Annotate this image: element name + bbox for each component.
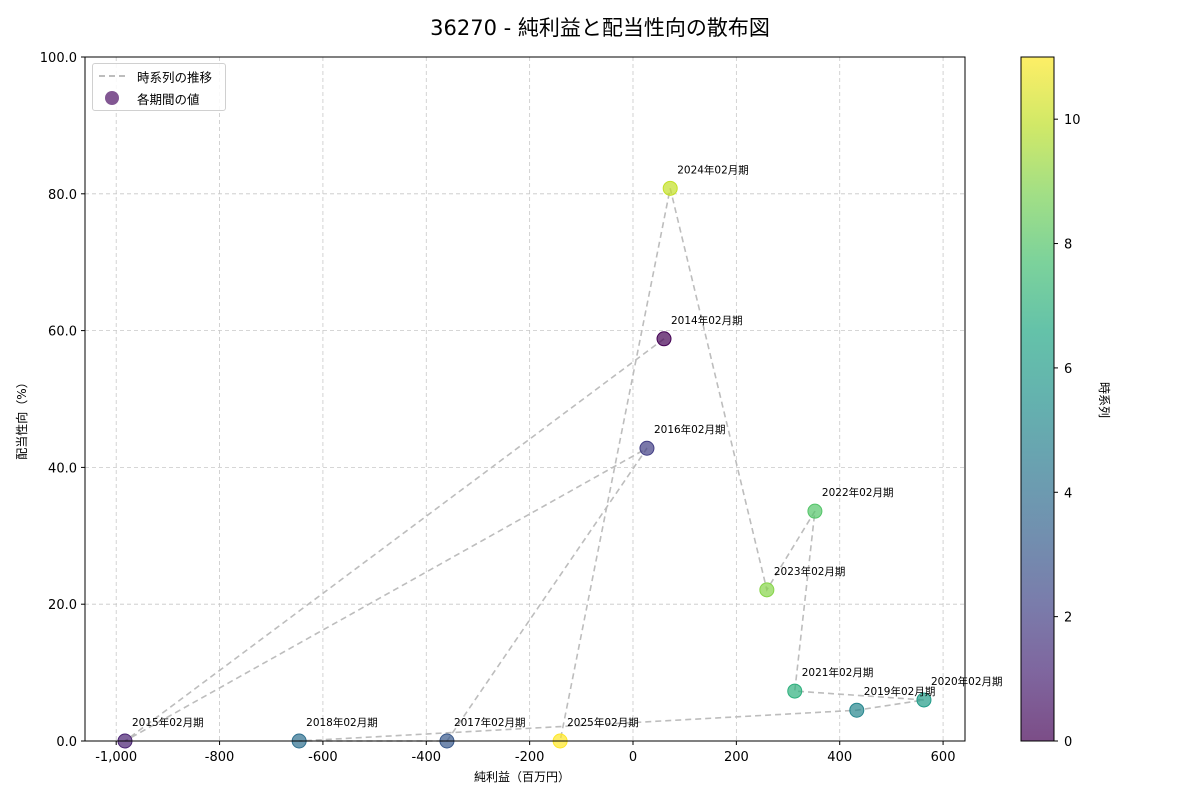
point-labels: 2014年02月期 2015年02月期 2016年02月期 2017年02月期 2018… bbox=[132, 163, 1003, 729]
legend-item-marker: 各期間の値 bbox=[93, 88, 200, 108]
time-series-path bbox=[124, 188, 925, 742]
y-tick-label: 80.0 bbox=[48, 188, 77, 203]
colorbar-tick-label: 4 bbox=[1064, 486, 1072, 501]
circle-marker-icon bbox=[105, 91, 119, 105]
x-tick-label: -1,000 bbox=[95, 750, 137, 765]
y-tick-label: 40.0 bbox=[48, 461, 77, 476]
data-point bbox=[662, 180, 678, 196]
data-point bbox=[787, 683, 803, 699]
x-tick-label: 600 bbox=[931, 750, 956, 765]
data-point bbox=[656, 331, 672, 347]
point-label: 2015年02月期 bbox=[132, 716, 204, 729]
data-point bbox=[759, 582, 775, 598]
colorbar-ticks: 0 2 4 6 8 10 bbox=[1054, 113, 1081, 750]
x-tick-label: -200 bbox=[515, 750, 545, 765]
colorbar bbox=[1021, 57, 1054, 741]
point-label: 2014年02月期 bbox=[671, 314, 743, 327]
plot-frame bbox=[84, 56, 966, 742]
x-tick-label: -400 bbox=[412, 750, 442, 765]
colorbar-tick-label: 10 bbox=[1064, 113, 1081, 128]
grid-lines bbox=[85, 57, 965, 741]
data-point bbox=[639, 440, 655, 456]
chart-title: 36270 - 純利益と配当性向の散布図 bbox=[430, 16, 770, 40]
x-tick-label: 400 bbox=[827, 750, 852, 765]
y-tick-label: 100.0 bbox=[40, 51, 77, 66]
dashed-line-icon bbox=[99, 75, 125, 77]
point-label: 2025年02月期 bbox=[567, 716, 639, 729]
x-axis-ticks: -1,000 -800 -600 -400 -200 0 200 400 600 bbox=[95, 741, 955, 765]
x-tick-label: 0 bbox=[629, 750, 637, 765]
x-axis-label: 純利益（百万円） bbox=[474, 770, 570, 784]
x-tick-label: -600 bbox=[308, 750, 338, 765]
point-label: 2016年02月期 bbox=[654, 423, 726, 436]
point-label: 2017年02月期 bbox=[454, 716, 526, 729]
legend: 時系列の推移 各期間の値 bbox=[92, 63, 226, 111]
point-label: 2020年02月期 bbox=[931, 675, 1003, 688]
y-tick-label: 20.0 bbox=[48, 598, 77, 613]
data-point bbox=[849, 702, 865, 718]
colorbar-tick-label: 8 bbox=[1064, 238, 1072, 253]
point-label: 2022年02月期 bbox=[822, 486, 894, 499]
point-label: 2019年02月期 bbox=[864, 685, 936, 698]
colorbar-label: 時系列 bbox=[1097, 382, 1111, 418]
colorbar-tick-label: 2 bbox=[1064, 611, 1072, 626]
point-label: 2024年02月期 bbox=[677, 163, 749, 176]
colorbar-tick-label: 6 bbox=[1064, 362, 1072, 377]
legend-item-line: 時系列の推移 bbox=[93, 66, 212, 86]
y-axis-label: 配当性向（%） bbox=[14, 376, 29, 459]
y-tick-label: 0.0 bbox=[56, 735, 77, 750]
y-tick-label: 60.0 bbox=[48, 325, 77, 340]
x-tick-label: 200 bbox=[724, 750, 749, 765]
x-tick-label: -800 bbox=[205, 750, 235, 765]
point-label: 2023年02月期 bbox=[774, 565, 846, 578]
point-label: 2021年02月期 bbox=[802, 666, 874, 679]
colorbar-tick-label: 0 bbox=[1064, 735, 1072, 750]
data-point bbox=[916, 692, 932, 708]
data-point bbox=[807, 503, 823, 519]
data-points bbox=[117, 180, 932, 749]
y-axis-ticks: 0.0 20.0 40.0 60.0 80.0 100.0 bbox=[40, 51, 85, 750]
point-label: 2018年02月期 bbox=[306, 716, 378, 729]
